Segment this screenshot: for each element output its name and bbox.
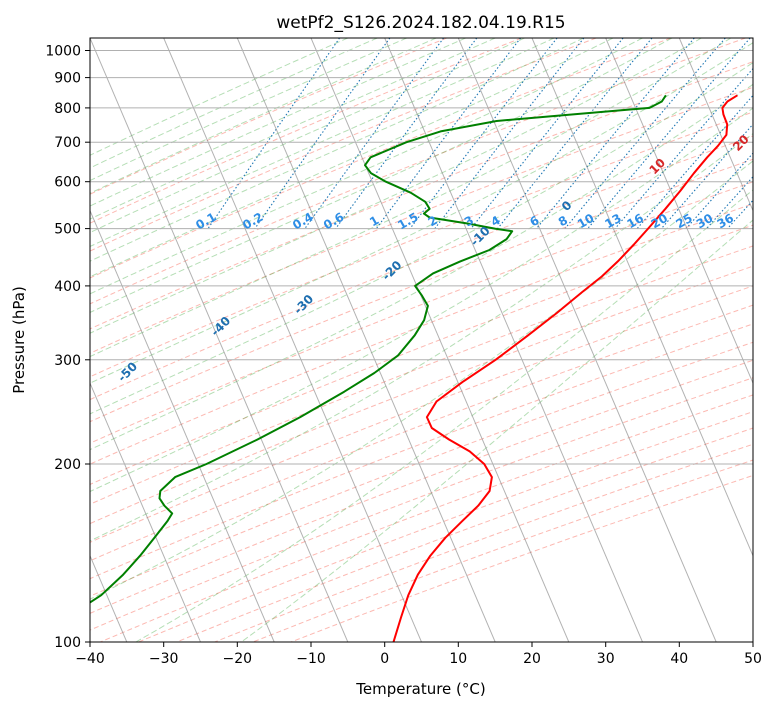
mixing-ratio-line [409, 38, 558, 229]
y-tick-label: 1000 [45, 44, 81, 60]
mixing-ratio-line [497, 38, 653, 229]
x-tick-label: 30 [597, 651, 615, 667]
mixing-ratio-line [660, 123, 753, 229]
plot-frame [89, 37, 754, 643]
isotherm [605, 38, 753, 385]
y-tick-label: 500 [54, 222, 81, 238]
x-tick-label: −30 [149, 651, 179, 667]
mixing-ratio-line [614, 67, 753, 229]
dry-adiabat [90, 158, 753, 423]
dry-adiabat [90, 323, 753, 580]
dry-adiabat [90, 359, 753, 614]
dry-adiabat [90, 181, 753, 444]
profile-lines [90, 94, 738, 642]
mixing-ratio-lines [207, 38, 753, 229]
x-tick-label: 20 [523, 651, 541, 667]
isotherm [384, 38, 643, 642]
y-tick-label: 800 [54, 101, 81, 117]
dry-adiabat [90, 38, 447, 195]
moist-adiabat [90, 38, 555, 248]
x-tick-label: 40 [670, 651, 688, 667]
isotherms [90, 38, 753, 642]
y-tick-label: 600 [54, 175, 81, 191]
x-axis-label: Temperature (°C) [355, 680, 485, 698]
x-tick-label: −40 [75, 651, 105, 667]
moist-adiabat [90, 132, 753, 542]
dry-adiabat [90, 38, 671, 279]
temperature-line [392, 94, 738, 642]
mixing-ratio-line [706, 175, 753, 229]
dry-adiabat [90, 304, 753, 562]
moist-adiabat [90, 38, 584, 262]
x-tick-label: 10 [449, 651, 467, 667]
moist-adiabat [90, 38, 348, 156]
x-tick-label: −10 [296, 651, 326, 667]
moist-adiabat [90, 38, 496, 220]
mixing-ratio-line [536, 38, 695, 229]
y-tick-label: 100 [54, 635, 81, 651]
chart-title: wetPf2_S126.2024.182.04.19.R15 [276, 13, 565, 33]
dry-adiabat [90, 341, 753, 597]
dry-adiabat [90, 377, 753, 631]
moist-adiabat [90, 160, 753, 600]
moist-adiabat [90, 38, 732, 358]
x-tick-label: 50 [744, 651, 762, 667]
y-axis-label: Pressure (hPa) [10, 286, 28, 394]
isotherm [457, 38, 717, 642]
moist-adiabat [90, 38, 614, 278]
isotherm [236, 38, 496, 642]
moist-adiabats [90, 38, 753, 642]
y-tick-label: 400 [54, 279, 81, 295]
isotherm [90, 381, 201, 642]
dry-adiabat [90, 61, 753, 330]
moist-adiabat [90, 38, 702, 334]
moist-adiabat [90, 38, 407, 182]
mixing-ratio-line [304, 38, 445, 229]
y-tick-label: 900 [54, 71, 81, 87]
isotherm [90, 209, 275, 642]
moist-adiabat [90, 38, 643, 295]
x-tick-label: −20 [223, 651, 253, 667]
moist-adiabat [135, 189, 753, 642]
isotherm [531, 38, 753, 558]
x-axis: −40 −30 −20 −10 0 10 20 30 40 50 [75, 642, 762, 667]
isotherm [90, 38, 349, 642]
mixing-ratio-line [636, 94, 753, 229]
moist-adiabat [90, 38, 378, 169]
dewpoint-line [90, 94, 667, 604]
dry-adiabat [90, 285, 753, 543]
y-axis: 1000 900 800 700 600 500 400 300 200 100 [45, 44, 90, 651]
moist-adiabat [90, 107, 753, 493]
mixing-ratio-line [564, 38, 726, 229]
mixing-ratio-line [434, 38, 585, 229]
isotherm [310, 38, 570, 642]
moist-adiabat [90, 38, 525, 234]
x-tick-label: 0 [380, 651, 389, 667]
y-tick-label: 300 [54, 353, 81, 369]
moist-adiabat [90, 42, 753, 384]
y-tick-label: 700 [54, 135, 81, 151]
y-tick-label: 200 [54, 457, 81, 473]
isotherm [163, 38, 422, 642]
dry-adiabat [90, 38, 746, 305]
moist-adiabat [241, 219, 753, 642]
mixing-ratio-line [587, 38, 751, 229]
mixing-ratio-line [375, 38, 522, 229]
dry-adiabat [90, 135, 753, 401]
plot-area: 0.10.20.40.611.52346810131620253036-100-… [90, 38, 753, 642]
moist-adiabat [90, 83, 753, 451]
moist-adiabat [90, 62, 753, 415]
dry-adiabat [100, 394, 753, 642]
dry-adiabat [90, 86, 753, 354]
